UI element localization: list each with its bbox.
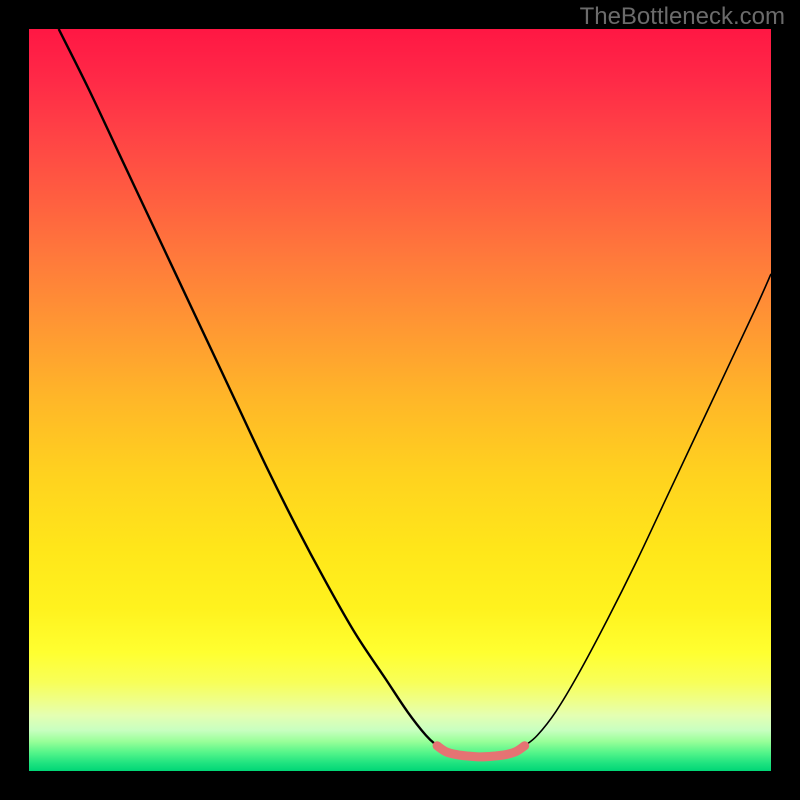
plot-svg <box>29 29 771 771</box>
chart-stage: TheBottleneck.com <box>0 0 800 800</box>
watermark-text: TheBottleneck.com <box>580 3 785 31</box>
plot-area <box>29 29 771 771</box>
gradient-background <box>29 29 771 771</box>
